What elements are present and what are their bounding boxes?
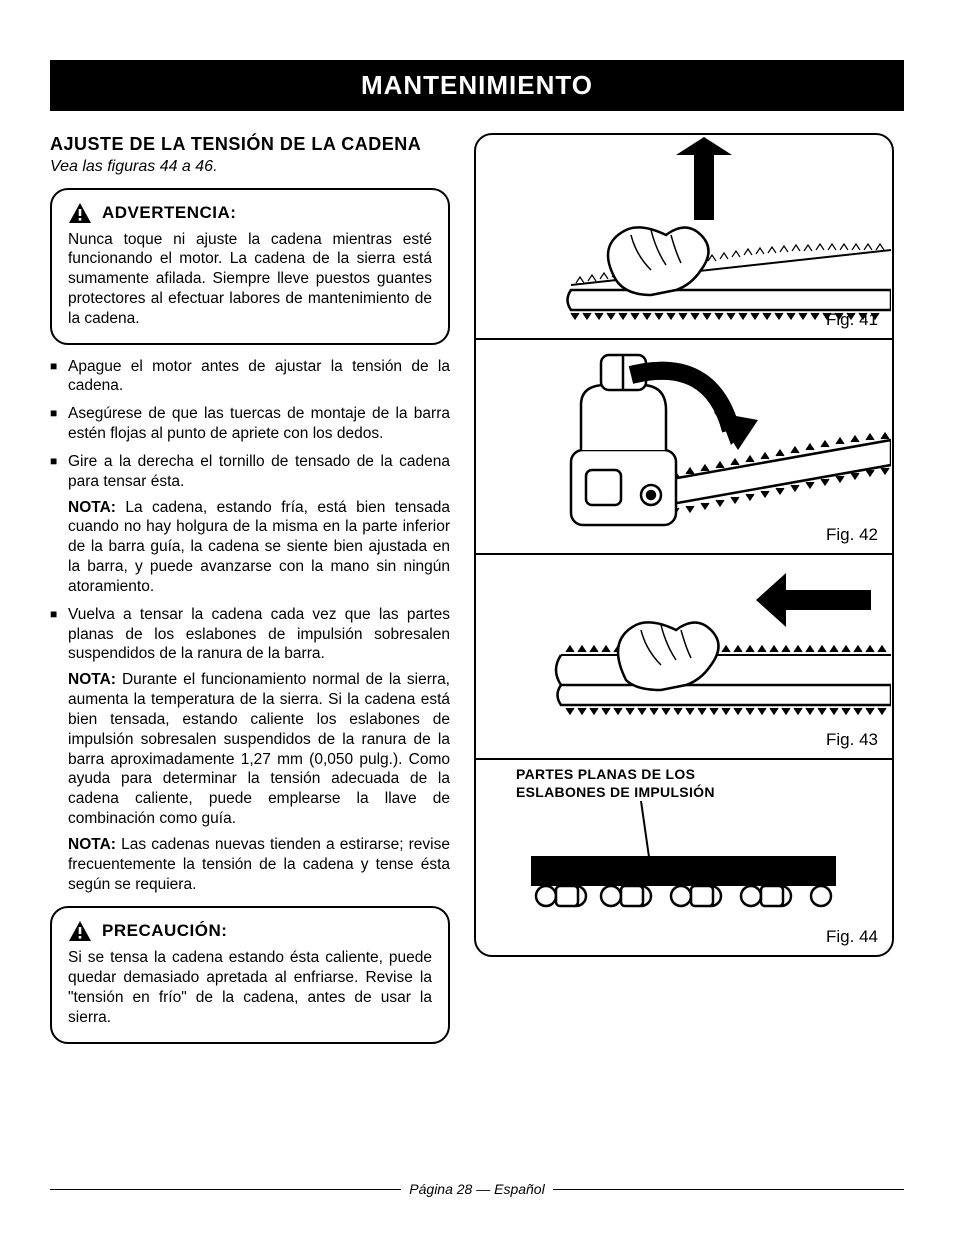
nota-label: NOTA:	[68, 499, 116, 516]
list-item-text: Vuelva a tensar la cadena cada vez que l…	[68, 606, 450, 663]
page-footer: Página 28 — Español	[50, 1181, 904, 1197]
footer-rule-right	[553, 1189, 904, 1190]
list-item-text: Gire a la derecha el tornillo de tensado…	[68, 453, 450, 490]
figure-reference: Vea las figuras 44 a 46.	[50, 158, 450, 176]
precaucion-title: PRECAUCIÓN:	[102, 921, 227, 941]
footer-text: Página 28 — Español	[409, 1181, 544, 1197]
figure-42-label: Fig. 42	[826, 525, 878, 545]
figure-42-illustration	[476, 340, 891, 555]
figure-43-label: Fig. 43	[826, 730, 878, 750]
figures-container: Fig. 41	[474, 133, 894, 957]
advertencia-body: Nunca toque ni ajuste la cadena mientras…	[68, 230, 432, 329]
list-item: Vuelva a tensar la cadena cada vez que l…	[50, 605, 450, 895]
figure-44-panel: PARTES PLANAS DE LOS ESLABONES DE IMPULS…	[476, 760, 892, 955]
list-item: Asegúrese de que las tuercas de montaje …	[50, 404, 450, 444]
warning-icon	[68, 202, 92, 224]
caption-line-1: PARTES PLANAS DE LOS	[516, 766, 695, 782]
advertencia-title: ADVERTENCIA:	[102, 203, 236, 223]
right-column: Fig. 41	[474, 133, 894, 1056]
page-title-bar: MANTENIMIENTO	[50, 60, 904, 111]
precaucion-header: PRECAUCIÓN:	[68, 920, 432, 942]
figure-44-caption: PARTES PLANAS DE LOS ESLABONES DE IMPULS…	[476, 760, 892, 801]
nota-block: NOTA: Durante el funcionamiento normal d…	[68, 670, 450, 829]
nota-text: Las cadenas nuevas tienden a estirarse; …	[68, 836, 450, 893]
nota-block: NOTA: La cadena, estando fría, está bien…	[68, 498, 450, 597]
nota-text: La cadena, estando fría, está bien tensa…	[68, 499, 450, 595]
nota-block: NOTA: Las cadenas nuevas tienden a estir…	[68, 835, 450, 894]
nota-label: NOTA:	[68, 836, 116, 853]
figure-41-panel: Fig. 41	[476, 135, 892, 340]
left-column: AJUSTE DE LA TENSIÓN DE LA CADENA Vea la…	[50, 133, 450, 1056]
advertencia-callout: ADVERTENCIA: Nunca toque ni ajuste la ca…	[50, 188, 450, 345]
figure-43-panel: Fig. 43	[476, 555, 892, 760]
two-column-layout: AJUSTE DE LA TENSIÓN DE LA CADENA Vea la…	[50, 133, 904, 1056]
figure-44-label: Fig. 44	[826, 927, 878, 947]
figure-42-panel: Fig. 42	[476, 340, 892, 555]
instruction-list: Apague el motor antes de ajustar la tens…	[50, 357, 450, 895]
precaucion-body: Si se tensa la cadena estando ésta calie…	[68, 948, 432, 1027]
advertencia-header: ADVERTENCIA:	[68, 202, 432, 224]
section-heading: AJUSTE DE LA TENSIÓN DE LA CADENA	[50, 133, 450, 156]
figure-41-label: Fig. 41	[826, 310, 878, 330]
caption-line-2: ESLABONES DE IMPULSIÓN	[516, 784, 715, 800]
warning-icon	[68, 920, 92, 942]
nota-text: Durante el funcionamiento normal de la s…	[68, 671, 450, 827]
list-item: Gire a la derecha el tornillo de tensado…	[50, 452, 450, 597]
footer-rule-left	[50, 1189, 401, 1190]
precaucion-callout: PRECAUCIÓN: Si se tensa la cadena estand…	[50, 906, 450, 1043]
list-item: Apague el motor antes de ajustar la tens…	[50, 357, 450, 397]
nota-label: NOTA:	[68, 671, 116, 688]
